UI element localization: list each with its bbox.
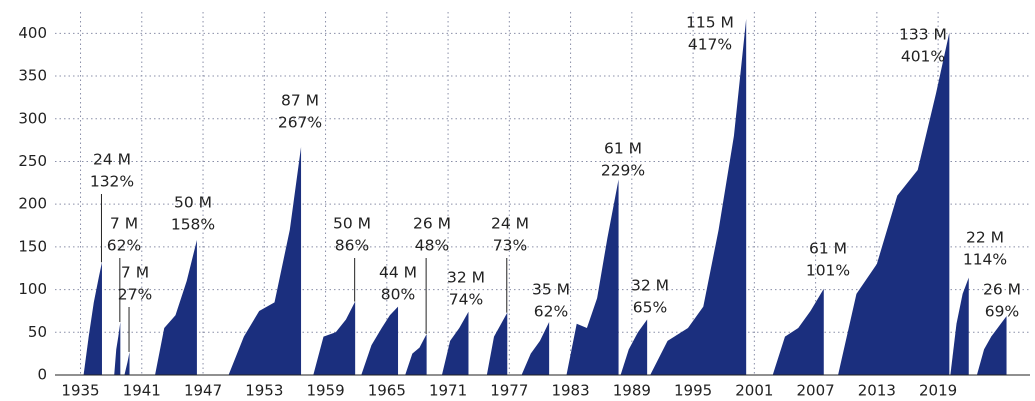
y-tick-label: 50 bbox=[28, 323, 47, 341]
annotation: 26 M bbox=[983, 281, 1021, 299]
annotation: 22 M bbox=[966, 229, 1004, 247]
y-tick-label: 400 bbox=[18, 24, 47, 42]
annotation: 80% bbox=[381, 286, 415, 304]
annotation: 27% bbox=[118, 286, 152, 304]
annotation: 86% bbox=[335, 237, 369, 255]
bull-market-area bbox=[361, 306, 399, 375]
annotation: 32 M bbox=[447, 269, 485, 287]
bull-market-area bbox=[620, 319, 648, 375]
bull-market-area bbox=[521, 322, 550, 375]
x-tick-label: 1983 bbox=[551, 382, 589, 400]
annotation: 73% bbox=[493, 237, 527, 255]
x-tick-label: 1953 bbox=[245, 382, 283, 400]
annotation: 7 M bbox=[110, 215, 138, 233]
annotation: 32 M bbox=[631, 277, 669, 295]
annotation: 48% bbox=[415, 237, 449, 255]
x-tick-label: 2001 bbox=[735, 382, 773, 400]
annotation: 26 M bbox=[413, 215, 451, 233]
y-tick-label: 200 bbox=[18, 195, 47, 213]
annotation: 115 M bbox=[686, 14, 734, 32]
y-tick-label: 0 bbox=[37, 366, 47, 384]
annotation: 24 M bbox=[93, 151, 131, 169]
annotation: 35 M bbox=[532, 281, 570, 299]
annotation: 62% bbox=[107, 237, 141, 255]
annotation: 24 M bbox=[491, 215, 529, 233]
x-tick-label: 2013 bbox=[858, 382, 896, 400]
x-tick-label: 1989 bbox=[613, 382, 651, 400]
annotation: 61 M bbox=[604, 140, 642, 158]
y-tick-label: 250 bbox=[18, 152, 47, 170]
bull-market-area bbox=[976, 316, 1007, 375]
annotation: 101% bbox=[806, 262, 850, 280]
annotation: 61 M bbox=[809, 240, 847, 258]
annotation: 133 M bbox=[899, 26, 947, 44]
bull-market-area bbox=[950, 277, 969, 375]
x-tick-label: 1959 bbox=[306, 382, 344, 400]
bull-market-area bbox=[313, 301, 356, 375]
x-tick-label: 1965 bbox=[368, 382, 406, 400]
x-tick-label: 1941 bbox=[123, 382, 161, 400]
x-tick-label: 1977 bbox=[490, 382, 528, 400]
bull-market-area bbox=[228, 146, 302, 375]
annotation: 87 M bbox=[281, 92, 319, 110]
bull-market-area bbox=[566, 179, 619, 375]
bull-market-area bbox=[114, 322, 121, 375]
annotation: 50 M bbox=[174, 194, 212, 212]
bull-market-area bbox=[772, 288, 824, 375]
y-tick-label: 350 bbox=[18, 67, 47, 85]
bull-market-area bbox=[124, 351, 130, 375]
annotation: 114% bbox=[963, 251, 1007, 269]
x-tick-label: 2019 bbox=[919, 382, 957, 400]
annotation: 69% bbox=[985, 303, 1019, 321]
bull-market-area bbox=[155, 240, 197, 375]
bull-market-area bbox=[405, 334, 427, 375]
x-tick-label: 1971 bbox=[429, 382, 467, 400]
annotation: 7 M bbox=[121, 264, 149, 282]
bull-market-area bbox=[486, 312, 508, 375]
annotation: 401% bbox=[901, 48, 945, 66]
bull-market-area bbox=[83, 262, 102, 375]
annotation: 229% bbox=[601, 162, 645, 180]
y-tick-label: 150 bbox=[18, 237, 47, 255]
annotation: 44 M bbox=[379, 264, 417, 282]
annotation: 62% bbox=[534, 303, 568, 321]
x-tick-label: 1947 bbox=[184, 382, 222, 400]
x-tick-label: 2007 bbox=[797, 382, 835, 400]
x-tick-label: 1935 bbox=[61, 382, 99, 400]
bull-market-area bbox=[441, 311, 469, 375]
y-tick-label: 100 bbox=[18, 280, 47, 298]
annotation: 50 M bbox=[333, 215, 371, 233]
x-tick-label: 1995 bbox=[674, 382, 712, 400]
y-tick-label: 300 bbox=[18, 109, 47, 127]
bull-market-area bbox=[838, 32, 950, 375]
annotation: 65% bbox=[633, 299, 667, 317]
annotation: 267% bbox=[278, 114, 322, 132]
annotation: 158% bbox=[171, 216, 215, 234]
annotation: 132% bbox=[90, 173, 134, 191]
bull-market-area bbox=[650, 18, 747, 375]
annotation: 74% bbox=[449, 291, 483, 309]
annotation: 417% bbox=[688, 36, 732, 54]
